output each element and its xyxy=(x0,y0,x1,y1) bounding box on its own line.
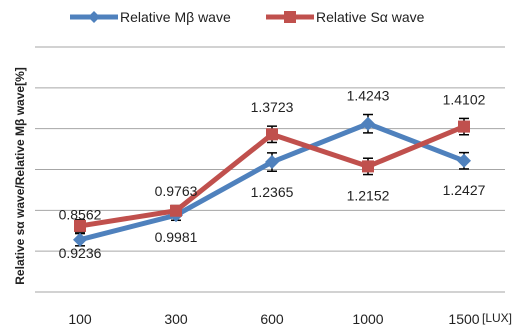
x-tick-labels: 100 300 600 1000 1500 xyxy=(68,311,479,327)
series-layer xyxy=(73,113,471,247)
legend-label-mbeta: Relative Mβ wave xyxy=(120,9,231,25)
x-tick-label: 1000 xyxy=(352,311,383,327)
legend-marker-mbeta xyxy=(88,11,100,23)
point-salpha xyxy=(170,204,182,217)
y-axis-title: Relative sα wave/Relative Mβ wave[%] xyxy=(13,67,27,284)
x-tick-label: 1500 xyxy=(448,311,479,327)
data-label: 1.4102 xyxy=(443,91,486,107)
data-labels: 0.8562 0.9763 1.2365 1.4243 1.2427 0.9236 0.99… xyxy=(59,88,486,262)
data-label: 0.9981 xyxy=(155,229,198,245)
x-tick-label: 600 xyxy=(260,311,284,327)
point-mbeta xyxy=(265,155,279,170)
data-label: 1.4243 xyxy=(347,88,390,104)
data-label: 0.8562 xyxy=(59,207,102,223)
point-mbeta xyxy=(361,116,375,131)
legend: Relative Mβ wave Relative Sα wave xyxy=(70,9,425,25)
x-axis-unit: [LUX] xyxy=(482,311,512,325)
point-mbeta xyxy=(73,232,87,247)
legend-label-salpha: Relative Sα wave xyxy=(316,9,425,25)
point-salpha xyxy=(458,120,470,133)
data-label: 1.2365 xyxy=(251,184,294,200)
data-label: 1.3723 xyxy=(251,99,294,115)
point-salpha xyxy=(266,128,278,141)
data-label: 1.2152 xyxy=(347,188,390,204)
data-label: 0.9763 xyxy=(155,183,198,199)
legend-marker-salpha xyxy=(284,11,296,23)
data-label: 0.9236 xyxy=(59,245,102,261)
data-label: 1.2427 xyxy=(443,182,486,198)
x-tick-label: 300 xyxy=(164,311,188,327)
x-tick-label: 100 xyxy=(68,311,92,327)
gridlines xyxy=(35,46,505,293)
point-salpha xyxy=(362,160,374,173)
point-salpha xyxy=(74,219,86,232)
point-mbeta xyxy=(457,153,471,168)
